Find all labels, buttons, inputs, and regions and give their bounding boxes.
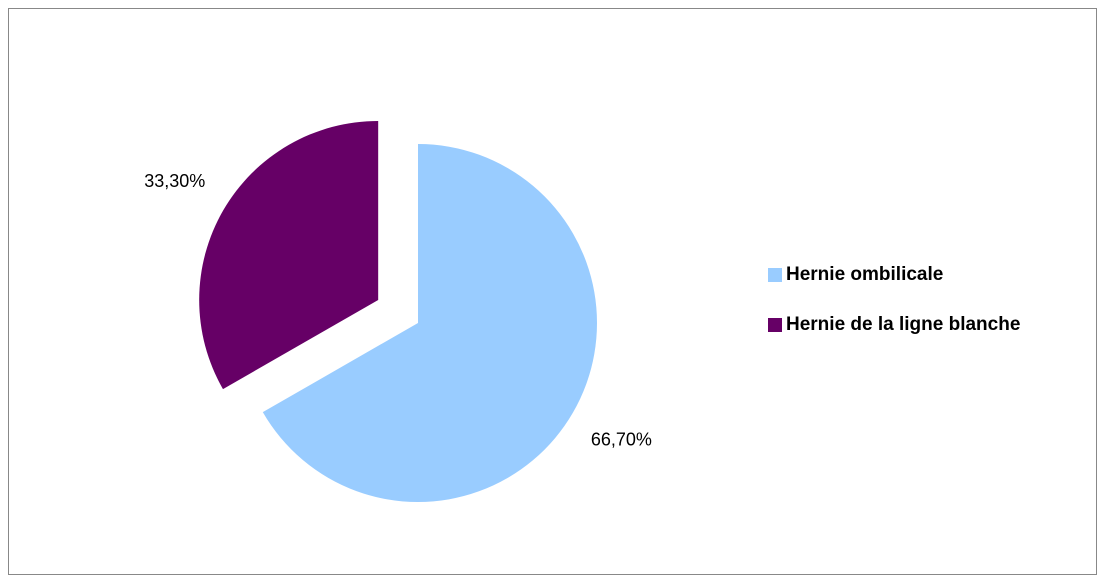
legend-swatch [768,268,782,282]
legend-label: Hernie ombilicale [786,264,943,285]
legend-swatch [768,318,782,332]
data-label: 33,30% [144,171,205,191]
data-label: 66,70% [591,429,652,449]
pie-slice [199,120,379,390]
legend-label: Hernie de la ligne blanche [786,314,1020,335]
pie-slice [262,144,598,502]
